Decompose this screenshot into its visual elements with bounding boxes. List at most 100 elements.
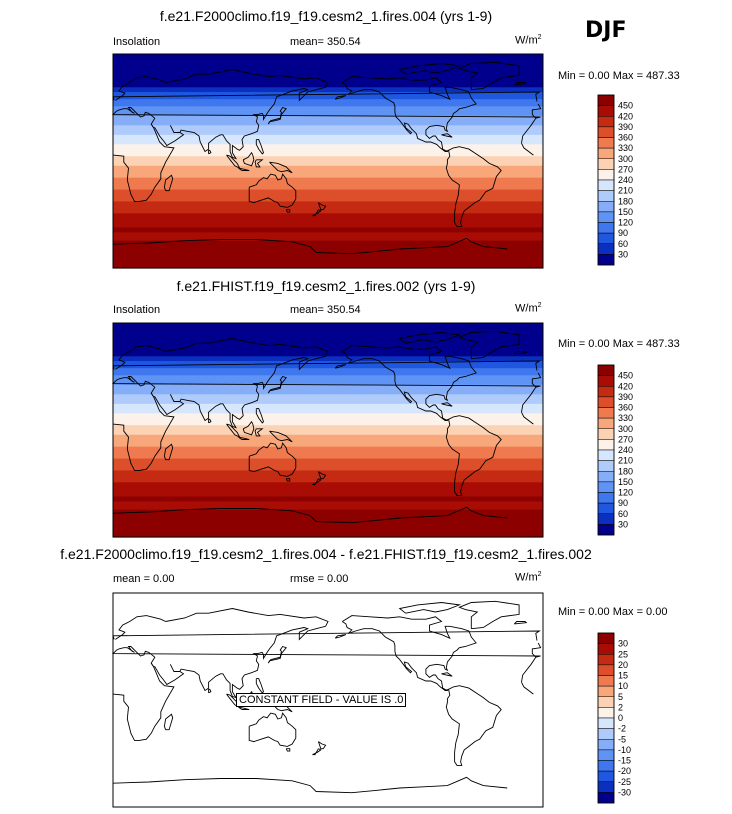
colorbar-tick-label: 90 bbox=[618, 498, 628, 508]
field-band bbox=[113, 472, 543, 476]
colorbar-swatch bbox=[597, 749, 615, 761]
coastline bbox=[169, 664, 180, 672]
field-band bbox=[113, 153, 543, 157]
coastline bbox=[248, 442, 297, 477]
coastline bbox=[285, 748, 291, 752]
field-band bbox=[113, 127, 543, 131]
field-band bbox=[113, 368, 543, 372]
field-band bbox=[113, 260, 543, 264]
colorbar-swatch bbox=[597, 243, 615, 255]
colorbar-swatch bbox=[597, 137, 615, 149]
colorbar-tick-label: -15 bbox=[618, 756, 631, 766]
map-2-coastlines bbox=[111, 330, 542, 524]
field-band bbox=[113, 346, 543, 350]
colorbar-swatch bbox=[597, 449, 615, 461]
colorbar-tick-label: -30 bbox=[618, 787, 631, 797]
colorbar-tick-label: 180 bbox=[618, 196, 633, 206]
field-band bbox=[113, 56, 543, 60]
field-band bbox=[113, 382, 543, 386]
field-band bbox=[113, 130, 543, 134]
colorbar-tick-label: 5 bbox=[618, 692, 623, 702]
colorbar-swatch bbox=[597, 439, 615, 451]
colorbar-tick-label: 90 bbox=[618, 228, 628, 238]
coastline bbox=[150, 608, 329, 699]
field-band bbox=[113, 349, 543, 353]
field-band bbox=[113, 415, 543, 419]
field-band bbox=[113, 418, 543, 422]
coastline bbox=[445, 146, 502, 227]
field-band bbox=[113, 187, 543, 191]
colorbar-tick-label: 10 bbox=[618, 681, 628, 691]
field-band bbox=[113, 77, 543, 81]
colorbar-tick-label: -2 bbox=[618, 724, 626, 734]
coastline bbox=[445, 415, 502, 496]
colorbar-swatch bbox=[597, 781, 615, 793]
field-band bbox=[113, 168, 543, 172]
field-band bbox=[113, 210, 543, 214]
coastline bbox=[267, 106, 287, 125]
colorbar-swatch bbox=[597, 126, 615, 138]
colorbar-tick-label: 15 bbox=[618, 671, 628, 681]
coastline bbox=[163, 174, 174, 192]
field-band bbox=[113, 132, 543, 136]
field-band bbox=[113, 115, 543, 119]
panel-1-colorbar: 3060901201501802102402703003303603904204… bbox=[597, 94, 633, 266]
field-band bbox=[113, 456, 543, 460]
field-band bbox=[113, 449, 543, 452]
panel-3-title: f.e21.F2000climo.f19_f19.cesm2_1.fires.0… bbox=[60, 546, 592, 562]
field-band bbox=[113, 144, 543, 148]
field-band bbox=[113, 139, 543, 143]
panel-1-variable: Insolation bbox=[113, 36, 161, 48]
field-band bbox=[113, 108, 543, 112]
field-band bbox=[113, 334, 543, 338]
colorbar-tick-label: 2 bbox=[618, 702, 623, 712]
coastline bbox=[254, 428, 264, 437]
field-band bbox=[113, 432, 543, 436]
field-band bbox=[113, 441, 543, 445]
map-1-field bbox=[113, 54, 543, 269]
field-band bbox=[113, 218, 543, 222]
field-band bbox=[113, 525, 543, 529]
field-band bbox=[113, 68, 543, 72]
coastline bbox=[441, 402, 453, 407]
coastline bbox=[255, 139, 265, 155]
colorbar-tick-label: 0 bbox=[618, 713, 623, 723]
field-band bbox=[113, 94, 543, 98]
coastline bbox=[248, 173, 297, 208]
colorbar-swatch bbox=[597, 147, 615, 159]
colorbar-tick-label: 330 bbox=[618, 413, 633, 423]
coastline bbox=[458, 61, 520, 91]
panel-3-rmse: rmse = 0.00 bbox=[290, 573, 349, 585]
colorbar-swatch bbox=[597, 190, 615, 202]
colorbar-swatch bbox=[597, 386, 615, 398]
field-band bbox=[113, 527, 543, 531]
field-band bbox=[113, 465, 543, 469]
field-band bbox=[113, 380, 543, 384]
colorbar-tick-label: -20 bbox=[618, 766, 631, 776]
field-band bbox=[113, 332, 543, 336]
field-band bbox=[113, 496, 543, 500]
colorbar-tick-label: 360 bbox=[618, 403, 633, 413]
colorbar-swatch bbox=[597, 664, 615, 676]
field-band bbox=[113, 513, 543, 517]
field-band bbox=[113, 239, 543, 243]
field-band bbox=[113, 206, 543, 210]
colorbar-frame bbox=[597, 632, 615, 804]
coastline bbox=[285, 209, 291, 213]
field-band bbox=[113, 439, 543, 443]
coastline bbox=[238, 706, 250, 710]
field-band bbox=[113, 248, 543, 252]
coastline bbox=[169, 125, 180, 133]
field-band bbox=[113, 106, 543, 110]
coastline bbox=[317, 741, 327, 750]
field-band bbox=[113, 372, 543, 376]
field-band bbox=[113, 253, 543, 257]
coastline bbox=[334, 364, 347, 369]
colorbar-tick-label: 420 bbox=[618, 381, 633, 391]
coastline bbox=[169, 394, 180, 402]
coastline bbox=[398, 332, 462, 344]
colorbar-swatch bbox=[597, 492, 615, 504]
field-band bbox=[113, 111, 543, 115]
field-band bbox=[113, 113, 543, 117]
